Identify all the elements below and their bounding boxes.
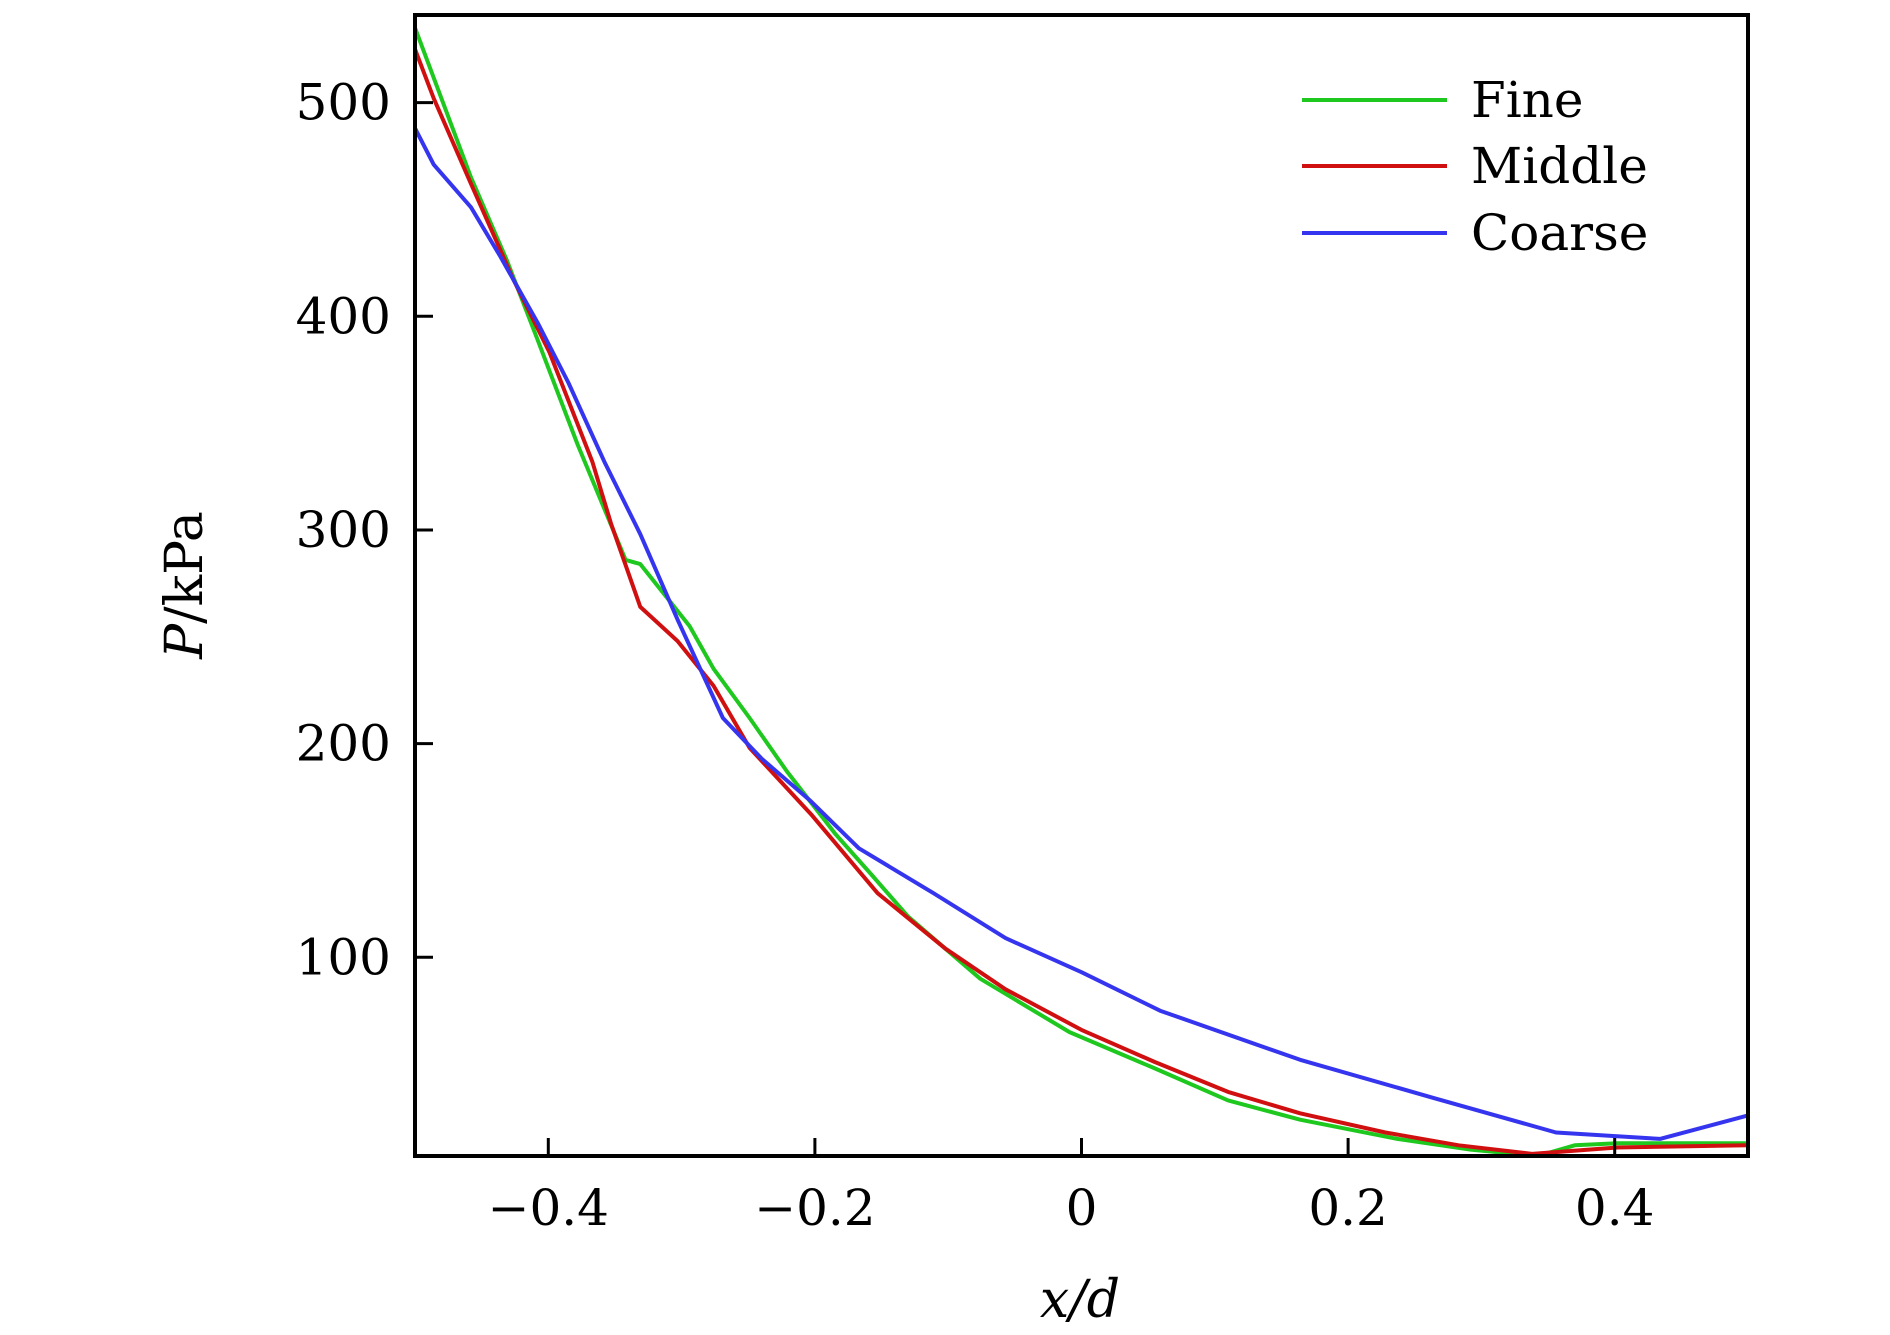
x-tick-label: −0.2 bbox=[754, 1179, 875, 1237]
x-tick-label: 0 bbox=[1066, 1179, 1098, 1237]
series-line-middle bbox=[415, 47, 1748, 1156]
legend: Fine Middle Coarse bbox=[1302, 71, 1648, 262]
y-axis: 100 200 300 400 500 bbox=[296, 74, 433, 986]
legend-label-fine: Fine bbox=[1471, 71, 1583, 129]
legend-label-coarse: Coarse bbox=[1471, 204, 1648, 262]
x-tick-label: 0.2 bbox=[1308, 1179, 1388, 1237]
y-tick-label: 300 bbox=[296, 501, 391, 559]
x-tick-label: 0.4 bbox=[1575, 1179, 1655, 1237]
legend-entry-fine: Fine bbox=[1302, 71, 1583, 129]
legend-entry-middle: Middle bbox=[1302, 137, 1648, 195]
series-line-coarse bbox=[415, 126, 1748, 1141]
y-tick-label: 200 bbox=[296, 715, 391, 773]
legend-label-middle: Middle bbox=[1471, 137, 1648, 195]
x-axis: −0.4 −0.2 0 0.2 0.4 bbox=[488, 1138, 1655, 1237]
y-axis-label: P/kPa bbox=[155, 511, 215, 660]
x-tick-label: −0.4 bbox=[488, 1179, 609, 1237]
x-axis-label: x/d bbox=[1040, 1270, 1120, 1330]
series-layer bbox=[415, 25, 1748, 1156]
y-tick-label: 100 bbox=[296, 928, 391, 986]
y-tick-label: 400 bbox=[296, 287, 391, 345]
series-line-fine bbox=[415, 25, 1748, 1156]
legend-entry-coarse: Coarse bbox=[1302, 204, 1648, 262]
y-tick-label: 500 bbox=[296, 74, 391, 132]
